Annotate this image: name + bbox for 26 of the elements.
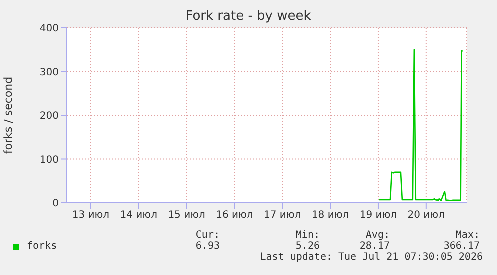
text: 5.26 [294,241,320,252]
y-tick-label: 400 [40,24,59,35]
x-tick-label: 18 июл [312,210,350,222]
x-tick-label: 13 июл [72,210,110,222]
y-tick-label: 200 [40,111,59,122]
line-series [378,49,464,202]
x-tick-label: 20 июл [408,210,446,222]
x-tick-label: 19 июл [360,210,398,222]
y-tick-label: 0 [52,198,59,210]
chart-title: Fork rate - by week [184,9,312,24]
text: Cur: [194,230,220,241]
text: Max: [454,230,480,241]
text: Min: [294,230,320,241]
x-tick-label: 16 июл [216,210,254,222]
y-tick-label: 300 [40,67,59,78]
y-axis-title: forks / second [2,76,15,154]
y-tick-label: 100 [40,154,59,166]
text: Avg: [364,230,390,241]
text: 28.17 [358,241,390,252]
text: 6.93 [194,241,220,252]
text: 366.17 [442,241,480,252]
x-tick-label: 14 июл [120,210,158,222]
legend-label: forks [27,241,58,252]
x-tick-label: 17 июл [264,210,302,222]
text: Last update: Tue Jul 21 07:30:05 2026 [260,252,483,263]
x-tick-label: 15 июл [168,210,206,222]
